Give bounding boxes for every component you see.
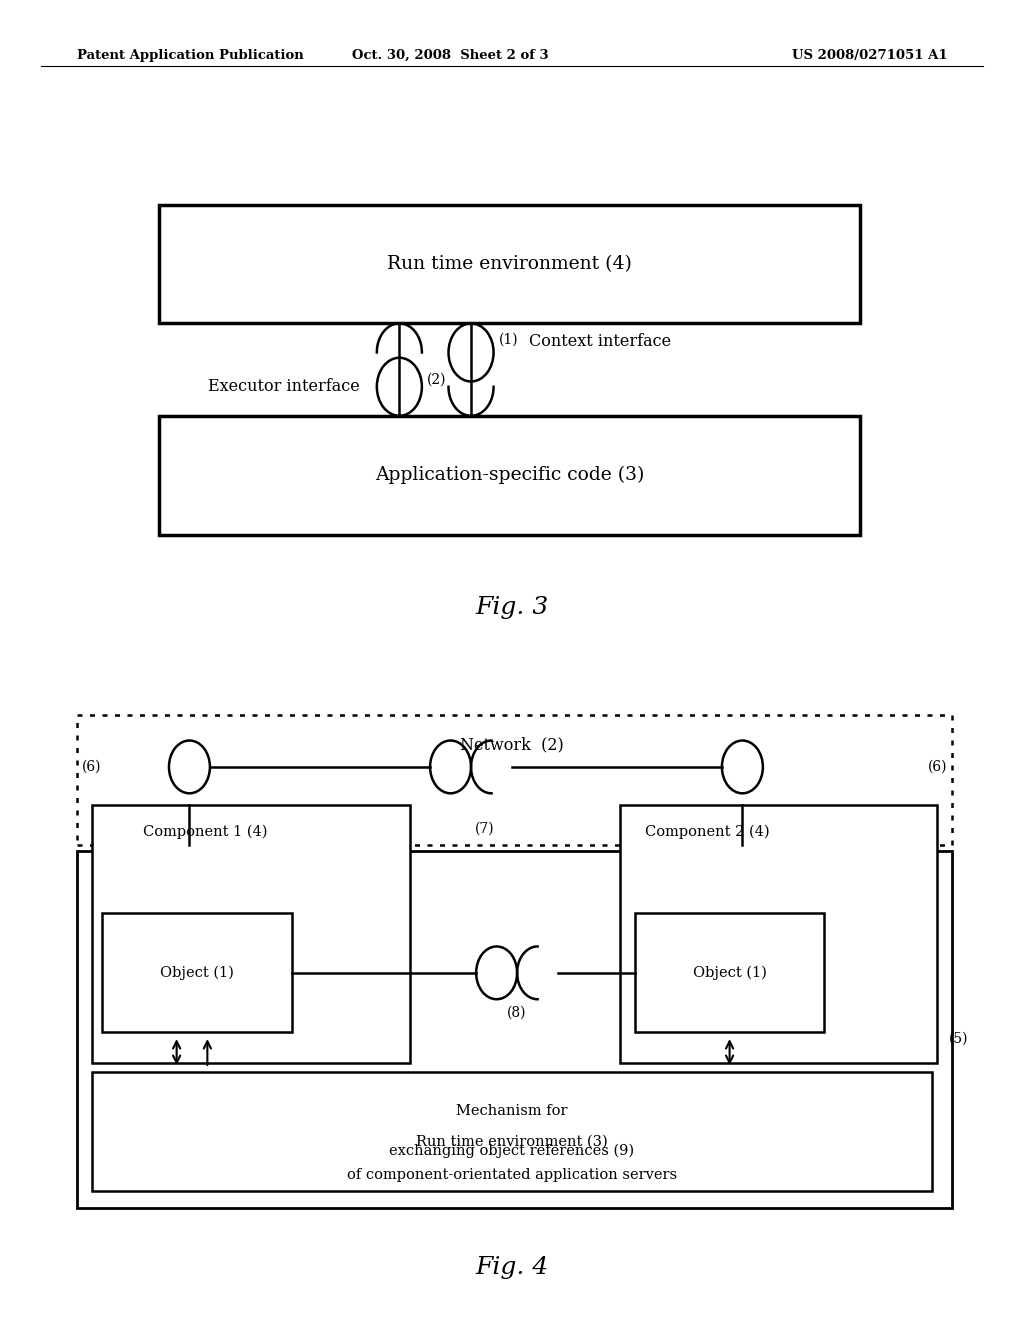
Text: Component 1 (4): Component 1 (4) — [143, 825, 268, 838]
Text: (6): (6) — [928, 760, 947, 774]
Bar — [102, 913, 292, 1032]
Text: of component-orientated application servers: of component-orientated application serv… — [347, 1168, 677, 1181]
Text: Executor interface: Executor interface — [208, 379, 359, 395]
Bar — [92, 1072, 932, 1191]
Text: Mechanism for: Mechanism for — [457, 1105, 567, 1118]
Text: (1): (1) — [499, 333, 518, 346]
Text: Application-specific code (3): Application-specific code (3) — [375, 466, 644, 484]
Text: US 2008/0271051 A1: US 2008/0271051 A1 — [792, 49, 947, 62]
Text: (2): (2) — [427, 374, 446, 387]
Text: (8): (8) — [507, 1006, 527, 1019]
Text: Run time environment (4): Run time environment (4) — [387, 255, 632, 273]
Bar — [620, 805, 937, 1063]
Bar — [635, 913, 824, 1032]
Text: Fig. 4: Fig. 4 — [475, 1255, 549, 1279]
Bar — [159, 205, 860, 323]
Text: (7): (7) — [475, 822, 495, 836]
Bar — [159, 416, 860, 535]
Bar — [77, 715, 952, 845]
Text: (5): (5) — [949, 1032, 969, 1045]
Text: Network  (2): Network (2) — [460, 737, 564, 752]
Text: Object (1): Object (1) — [692, 966, 767, 979]
Bar — [77, 851, 952, 1208]
Text: Patent Application Publication: Patent Application Publication — [77, 49, 303, 62]
Text: exchanging object references (9): exchanging object references (9) — [389, 1144, 635, 1158]
Text: Context interface: Context interface — [529, 334, 672, 350]
Text: Oct. 30, 2008  Sheet 2 of 3: Oct. 30, 2008 Sheet 2 of 3 — [352, 49, 549, 62]
Text: (6): (6) — [82, 760, 101, 774]
Bar — [92, 805, 410, 1063]
Text: Run time environment (3): Run time environment (3) — [416, 1135, 608, 1148]
Text: Object (1): Object (1) — [160, 966, 234, 979]
Text: Component 2 (4): Component 2 (4) — [645, 825, 770, 838]
Text: Fig. 3: Fig. 3 — [475, 595, 549, 619]
